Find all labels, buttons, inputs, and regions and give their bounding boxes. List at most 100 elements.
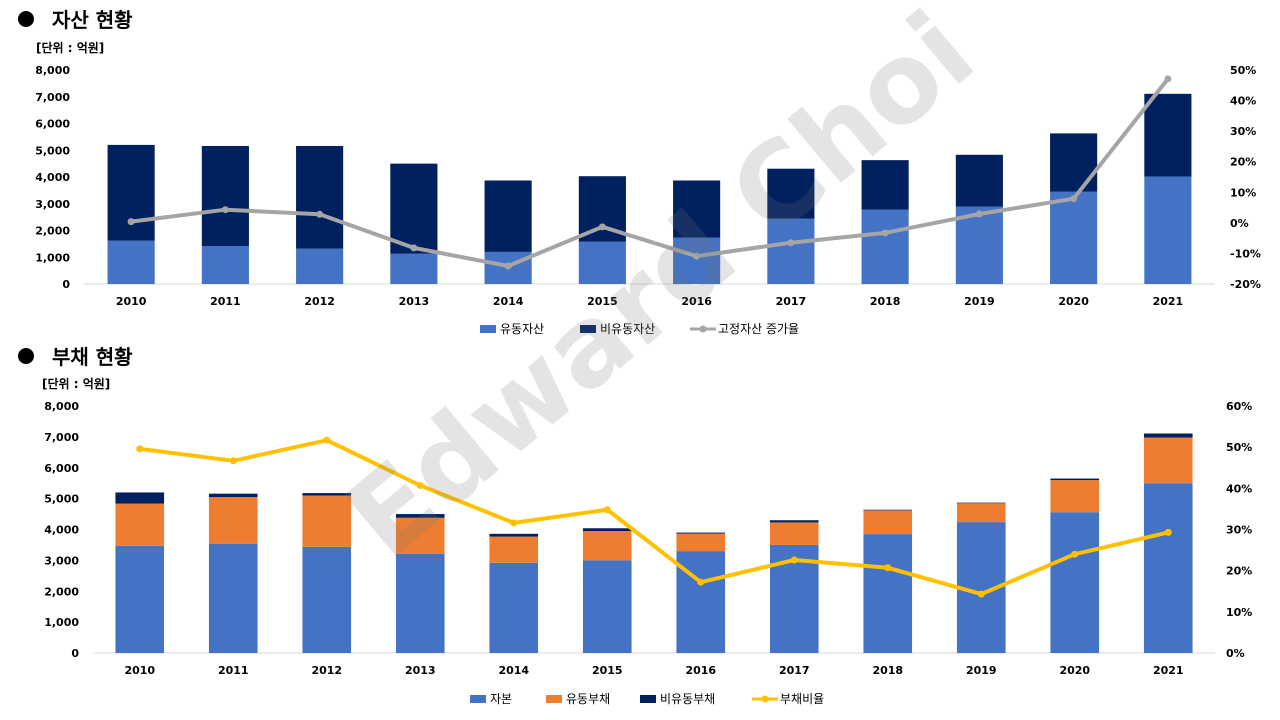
asset-bar-비유동자산-2013	[390, 163, 438, 254]
liability-y-left-tick: 6,000	[44, 462, 79, 475]
liability-legend-label: 비유동부채	[660, 692, 715, 706]
asset-x-tick-2017: 2017	[776, 295, 807, 308]
asset-y-left-tick: 8,000	[35, 64, 70, 77]
asset-y-right-tick: 40%	[1230, 95, 1256, 108]
liabilities-unit-label: [단위 : 억원]	[42, 377, 111, 391]
asset-bar-유동자산-2013	[390, 253, 438, 284]
liability-line-point-2010	[136, 445, 144, 453]
asset-y-right-tick: -20%	[1230, 278, 1261, 291]
asset-line-point-2015	[598, 223, 606, 231]
asset-bar-비유동자산-2014	[484, 180, 532, 252]
liability-line-point-2019	[977, 590, 985, 598]
asset-bar-유동자산-2019	[955, 206, 1003, 284]
liability-bar-유동부채-2014	[489, 536, 539, 563]
liability-bar-자본-2011	[208, 543, 258, 653]
assets-title-text: 자산 현황	[52, 8, 133, 32]
asset-x-tick-2013: 2013	[399, 295, 430, 308]
asset-line-point-2020	[1070, 195, 1078, 203]
liability-x-tick-2012: 2012	[311, 664, 342, 677]
liability-bar-유동부채-2013	[395, 517, 445, 554]
liability-x-tick-2018: 2018	[872, 664, 903, 677]
liability-legend-label: 부채비율	[780, 692, 824, 706]
asset-line-point-2017	[787, 239, 795, 247]
asset-y-right-tick: 10%	[1230, 186, 1256, 199]
asset-y-right-tick: -10%	[1230, 247, 1261, 260]
asset-bar-비유동자산-2016	[673, 180, 721, 238]
asset-legend-label: 유동자산	[500, 322, 544, 336]
liability-bar-비유동부채-2020	[1050, 478, 1100, 481]
asset-line-고정자산 증가율	[130, 77, 1170, 268]
liability-line-point-2020	[1071, 550, 1079, 558]
asset-bar-유동자산-2010	[107, 240, 155, 284]
liability-x-tick-2019: 2019	[966, 664, 997, 677]
liability-bar-유동부채-2018	[863, 510, 913, 535]
liability-bar-유동부채-2010	[115, 503, 165, 546]
liability-line-point-2012	[323, 436, 331, 444]
liability-bar-비유동부채-2017	[769, 520, 819, 523]
liability-line-point-2015	[603, 506, 611, 514]
liability-bar-비유동부채-2012	[302, 493, 352, 496]
asset-y-left-tick: 0	[62, 278, 70, 291]
asset-legend-label: 고정자산 증가율	[718, 322, 799, 336]
liability-x-tick-2011: 2011	[218, 664, 249, 677]
liability-y-left-tick: 3,000	[44, 554, 79, 567]
liability-bar-비유동부채-2015	[582, 528, 632, 532]
assets-section-title: 자산 현황	[18, 4, 133, 33]
asset-x-tick-2019: 2019	[964, 295, 995, 308]
asset-bar-유동자산-2016	[673, 237, 721, 284]
liability-bar-자본-2020	[1050, 512, 1100, 653]
liability-bar-비유동부채-2019	[956, 502, 1006, 504]
asset-legend-line-marker	[699, 325, 707, 333]
asset-x-tick-2020: 2020	[1058, 295, 1089, 308]
liability-x-tick-2020: 2020	[1059, 664, 1090, 677]
liability-y-right-tick: 30%	[1226, 524, 1252, 537]
liability-bar-유동부채-2020	[1050, 480, 1100, 513]
asset-line-point-2019	[975, 210, 983, 218]
asset-bar-비유동자산-2020	[1050, 133, 1098, 192]
liability-line-point-2016	[697, 578, 705, 586]
assets-chart: 0 1,000 2,000 3,000 4,000 5,000 6,000 7,000 8,00…	[35, 64, 1261, 336]
asset-x-tick-2015: 2015	[587, 295, 618, 308]
asset-x-tick-2021: 2021	[1153, 295, 1184, 308]
asset-x-tick-2016: 2016	[681, 295, 712, 308]
liability-bar-비유동부채-2013	[395, 514, 445, 518]
liability-legend-swatch	[640, 695, 656, 703]
asset-legend-label: 비유동자산	[600, 322, 655, 336]
asset-bar-비유동자산-2012	[296, 145, 344, 249]
liability-x-tick-2013: 2013	[405, 664, 436, 677]
asset-bar-비유동자산-2021	[1144, 93, 1192, 177]
liability-line-point-2021	[1164, 528, 1172, 536]
asset-y-left-tick: 5,000	[35, 144, 70, 157]
asset-line-point-2018	[881, 229, 889, 237]
asset-y-left-tick: 1,000	[35, 251, 70, 264]
liability-bar-유동부채-2015	[582, 531, 632, 561]
asset-bar-비유동자산-2019	[955, 154, 1003, 207]
liability-bar-유동부채-2012	[302, 495, 352, 547]
liability-x-tick-2015: 2015	[592, 664, 623, 677]
liabilities-section-title: 부채 현황	[18, 341, 133, 370]
liability-bar-유동부채-2017	[769, 522, 819, 545]
liability-bar-유동부채-2011	[208, 497, 258, 544]
asset-x-tick-2012: 2012	[304, 295, 335, 308]
liability-bar-유동부채-2016	[676, 533, 726, 552]
liability-y-right-tick: 20%	[1226, 565, 1252, 578]
asset-bar-비유동자산-2011	[201, 145, 249, 247]
liability-y-left-tick: 1,000	[44, 616, 79, 629]
liability-line-point-2011	[229, 457, 237, 465]
asset-line-point-2014	[504, 262, 512, 270]
liability-bar-자본-2010	[115, 545, 165, 653]
liability-legend-swatch	[470, 695, 486, 703]
assets-unit-label: [단위 : 억원]	[36, 41, 105, 55]
liabilities-title-text: 부채 현황	[52, 345, 133, 369]
liability-bar-자본-2014	[489, 562, 539, 653]
asset-x-tick-2011: 2011	[210, 295, 241, 308]
liability-y-left-tick: 7,000	[44, 431, 79, 444]
liability-bar-자본-2018	[863, 534, 913, 653]
asset-bar-비유동자산-2018	[861, 160, 909, 210]
bullet-icon	[18, 10, 34, 27]
asset-line-point-2013	[410, 244, 418, 252]
asset-bar-유동자산-2020	[1050, 191, 1098, 284]
liability-line-point-2018	[884, 564, 892, 572]
liability-y-left-tick: 5,000	[44, 493, 79, 506]
